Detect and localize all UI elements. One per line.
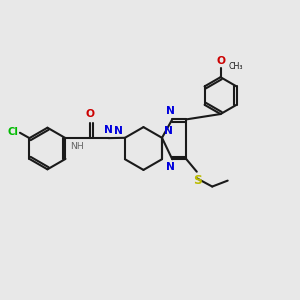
Text: N: N bbox=[104, 125, 113, 135]
Text: NH: NH bbox=[70, 142, 84, 151]
Text: O: O bbox=[216, 56, 225, 67]
Text: O: O bbox=[85, 110, 94, 119]
Text: N: N bbox=[166, 162, 175, 172]
Text: S: S bbox=[193, 174, 202, 187]
Text: Cl: Cl bbox=[7, 127, 18, 136]
Text: N: N bbox=[164, 126, 173, 136]
Text: N: N bbox=[166, 106, 175, 116]
Text: CH₃: CH₃ bbox=[229, 62, 243, 71]
Text: N: N bbox=[114, 126, 123, 136]
